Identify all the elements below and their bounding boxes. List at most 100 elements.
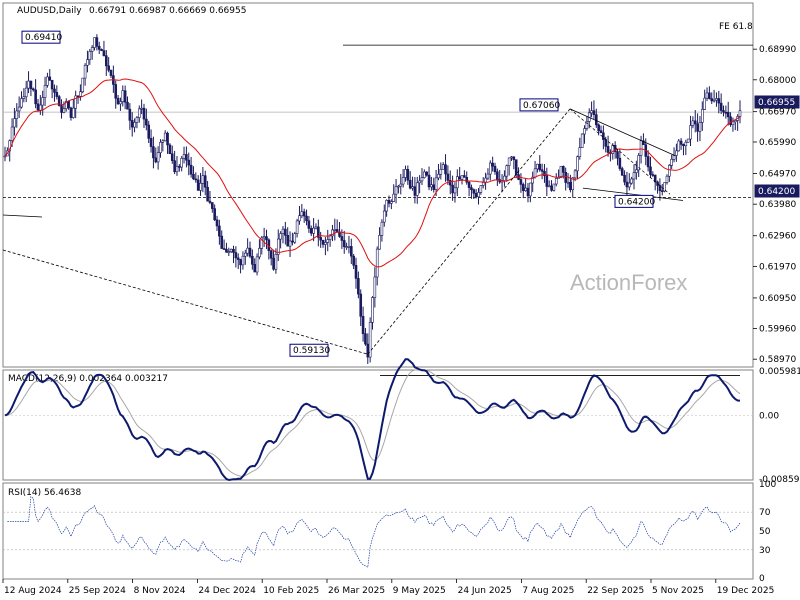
- candle-body: [440, 169, 442, 174]
- candle-body: [426, 172, 428, 175]
- rsi-axis-label: 0: [759, 574, 765, 584]
- candle-body: [174, 161, 176, 172]
- candle-body: [421, 178, 423, 181]
- candle-body: [341, 236, 343, 240]
- candle-body: [720, 103, 722, 110]
- candle-body: [631, 179, 633, 183]
- candle-body: [680, 141, 682, 144]
- candle-body: [383, 211, 385, 222]
- candle-body: [633, 173, 635, 179]
- candle-body: [708, 93, 710, 99]
- candle-body: [553, 184, 555, 190]
- candle-body: [178, 166, 180, 167]
- candle-body: [617, 152, 619, 159]
- candle-body: [251, 256, 253, 264]
- candle-body: [275, 254, 277, 269]
- candle-body: [492, 163, 494, 166]
- candle-body: [221, 236, 223, 248]
- candle-body: [79, 92, 81, 97]
- candle-body: [529, 183, 531, 196]
- candle-body: [256, 257, 258, 272]
- candle-body: [647, 156, 649, 166]
- candle-body: [496, 172, 498, 180]
- candle-body: [551, 186, 553, 191]
- candle-body: [294, 234, 296, 242]
- candle-body: [185, 154, 187, 160]
- candle-body: [301, 212, 303, 216]
- candle-body: [404, 169, 406, 177]
- candle-body: [442, 165, 444, 170]
- candle-body: [567, 182, 569, 183]
- candle-body: [635, 170, 637, 173]
- candle-body: [115, 84, 117, 98]
- candle-body: [381, 222, 383, 235]
- candle-body: [72, 108, 74, 117]
- candle-body: [562, 166, 564, 172]
- candle-body: [416, 183, 418, 196]
- candle-body: [388, 200, 390, 203]
- candle-body: [539, 164, 541, 170]
- candle-body: [122, 91, 124, 102]
- price-axis-label: 0.68990: [759, 45, 796, 55]
- candle-body: [183, 154, 185, 158]
- candle-body: [419, 181, 421, 183]
- candle-body: [11, 127, 13, 141]
- candle-body: [298, 216, 300, 221]
- candle-body: [400, 184, 402, 186]
- candle-body: [223, 249, 225, 250]
- candle-body: [136, 118, 138, 123]
- candle-body: [682, 144, 684, 145]
- candle-body: [461, 175, 463, 179]
- date-axis-label: 26 Mar 2025: [328, 586, 385, 596]
- candle-body: [598, 125, 600, 131]
- price-axis-label: 0.61970: [759, 262, 796, 272]
- candle-body: [339, 232, 341, 236]
- candle-body: [131, 120, 133, 127]
- candle-body: [343, 240, 345, 246]
- price-label-text: 0.69410: [25, 33, 62, 43]
- candle-body: [569, 182, 571, 189]
- candle-body: [181, 158, 183, 167]
- candle-body: [393, 194, 395, 201]
- date-axis-label: 24 Jun 2025: [458, 586, 512, 596]
- candle-body: [346, 247, 348, 248]
- candle-body: [169, 145, 171, 154]
- candle-body: [237, 258, 239, 260]
- candle-body: [510, 157, 512, 158]
- candle-body: [101, 49, 103, 50]
- candle-body: [541, 170, 543, 172]
- candle-body: [555, 178, 557, 184]
- candle-body: [209, 201, 211, 202]
- candle-body: [138, 109, 140, 118]
- candle-body: [706, 93, 708, 98]
- candle-body: [397, 186, 399, 187]
- candle-body: [711, 99, 713, 101]
- candle-body: [167, 133, 169, 145]
- candle-body: [39, 105, 41, 110]
- price-label-text: 0.59130: [293, 346, 330, 356]
- candle-body: [270, 251, 272, 259]
- candle-body: [207, 187, 209, 201]
- date-axis-label: 25 Sep 2024: [69, 586, 126, 596]
- candle-body: [433, 185, 435, 190]
- macd-axis-label: 0.00: [759, 411, 779, 421]
- candle-body: [725, 112, 727, 113]
- candle-body: [327, 240, 329, 243]
- candle-body: [258, 248, 260, 257]
- candle-body: [574, 171, 576, 178]
- candle-body: [159, 142, 161, 152]
- candle-body: [334, 229, 336, 230]
- candle-body: [195, 179, 197, 180]
- candle-body: [30, 81, 32, 89]
- candle-body: [287, 235, 289, 246]
- candle-body: [16, 111, 18, 119]
- candle-body: [152, 147, 154, 158]
- candle-body: [468, 182, 470, 187]
- candle-body: [506, 166, 508, 177]
- price-axis-label: 0.58970: [759, 355, 796, 365]
- candle-body: [37, 104, 39, 110]
- candle-body: [280, 234, 282, 240]
- candle-body: [364, 334, 366, 344]
- candle-body: [367, 344, 369, 357]
